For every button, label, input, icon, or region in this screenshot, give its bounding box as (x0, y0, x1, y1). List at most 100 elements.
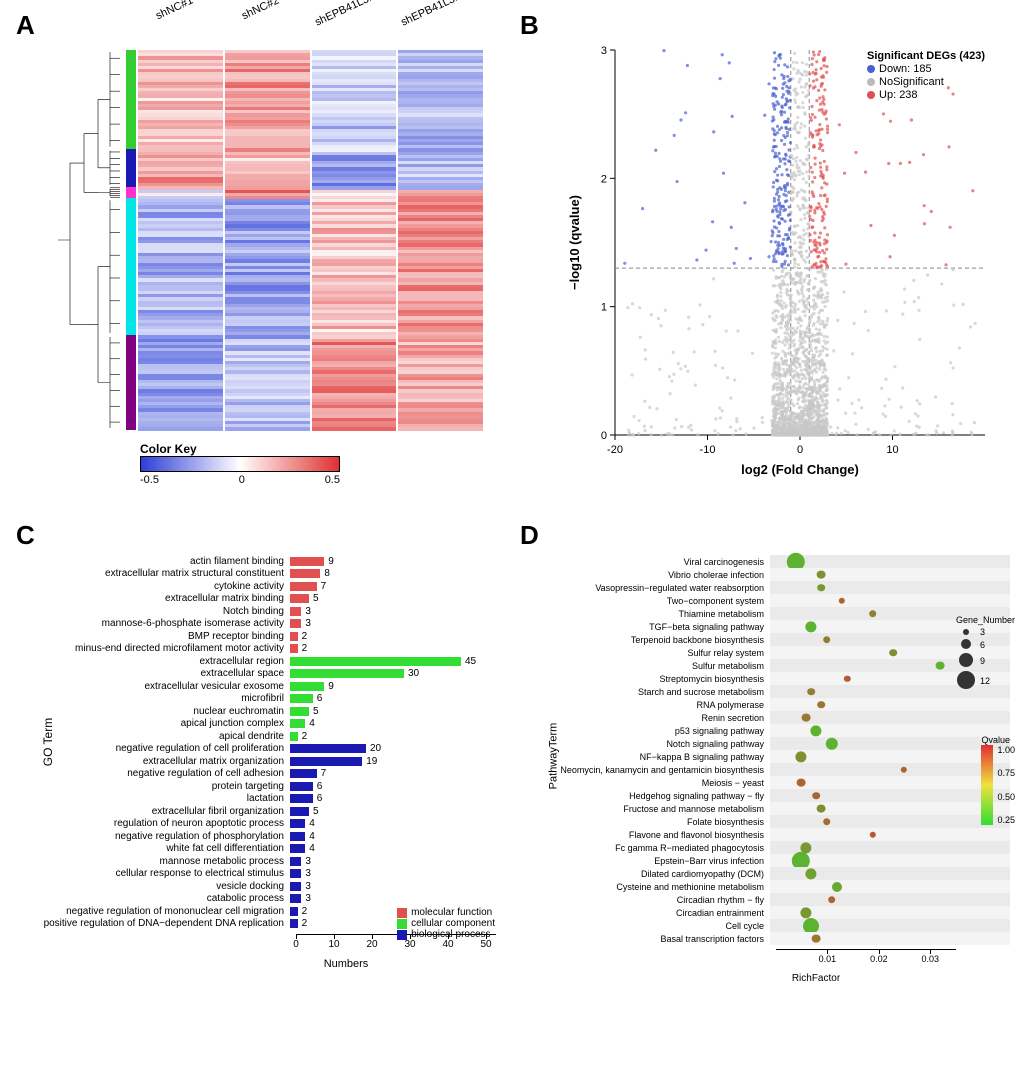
svg-text:1: 1 (601, 302, 607, 314)
figure: A shNC#1shNC#2shEPB41L3#1shEPB41L3#2 Col… (10, 10, 1010, 1060)
label-c: C (16, 520, 35, 551)
go-bar (290, 682, 324, 691)
heatmap-headers: shNC#1shNC#2shEPB41L3#1shEPB41L3#2 (138, 20, 483, 32)
heatmap-col-label: shEPB41L3#1 (305, 0, 388, 32)
go-bar (290, 807, 309, 816)
kegg-track (770, 555, 1010, 568)
go-bar (290, 844, 305, 853)
go-value: 20 (370, 743, 381, 754)
go-value: 2 (302, 731, 308, 742)
go-bar (290, 757, 362, 766)
kegg-row: Two−component system (540, 594, 1010, 607)
label-d: D (520, 520, 539, 551)
go-term-label: Notch binding (30, 606, 290, 617)
go-ylabel: GO Term (41, 718, 55, 766)
go-bar (290, 857, 301, 866)
svg-text:−log10 (qvalue): −log10 (qvalue) (567, 195, 582, 290)
kegg-track (770, 906, 1010, 919)
go-bar (290, 782, 313, 791)
go-term-label: protein targeting (30, 781, 290, 792)
go-value: 9 (328, 681, 334, 692)
go-value: 30 (408, 668, 419, 679)
svg-text:-20: -20 (607, 444, 623, 456)
go-bar (290, 582, 317, 591)
go-term-label: microfibril (30, 693, 290, 704)
go-bar (290, 557, 324, 566)
go-bar (290, 907, 298, 916)
kegg-row: Circadian entrainment (540, 906, 1010, 919)
kegg-term-label: Notch signaling pathway (540, 739, 770, 749)
kegg-row: Renin secretion (540, 711, 1010, 724)
go-value: 7 (321, 581, 327, 592)
go-row: mannose-6-phosphate isomerase activity3 (30, 618, 520, 631)
kegg-track (770, 789, 1010, 802)
kegg-term-label: Cell cycle (540, 921, 770, 931)
kegg-bubble (802, 713, 811, 722)
kegg-row: Cell cycle (540, 919, 1010, 932)
kegg-term-label: Meiosis − yeast (540, 778, 770, 788)
kegg-row: Viral carcinogenesis (540, 555, 1010, 568)
volcano-legend: Significant DEGs (423) Down: 185NoSignif… (867, 50, 985, 102)
go-value: 2 (302, 918, 308, 929)
go-bar (290, 869, 301, 878)
go-bar (290, 632, 298, 641)
go-term-label: extracellular space (30, 668, 290, 679)
kegg-row: RNA polymerase (540, 698, 1010, 711)
kegg-bubble (828, 896, 836, 904)
go-bar (290, 594, 309, 603)
heatmap-col-label: shNC#2 (219, 0, 302, 32)
kegg-bubble (839, 597, 845, 603)
go-row: extracellular fibril organization5 (30, 805, 520, 818)
kegg-row: Fructose and mannose metabolism (540, 802, 1010, 815)
go-value: 19 (366, 756, 377, 767)
kegg-bubble (806, 621, 817, 632)
go-row: negative regulation of phosphorylation4 (30, 830, 520, 843)
kegg-term-label: NF−kappa B signaling pathway (540, 752, 770, 762)
go-row: apical junction complex4 (30, 718, 520, 731)
go-bar (290, 669, 404, 678)
kegg-track (770, 841, 1010, 854)
volcano-legend-item: Up: 238 (867, 89, 985, 101)
svg-text:log2 (Fold Change): log2 (Fold Change) (741, 462, 859, 477)
kegg-track (770, 698, 1010, 711)
kegg-term-label: Cysteine and methionine metabolism (540, 882, 770, 892)
volcano-legend-item: NoSignificant (867, 76, 985, 88)
go-bar (290, 794, 313, 803)
go-term-label: cellular response to electrical stimulus (30, 868, 290, 879)
go-value: 9 (328, 556, 334, 567)
kegg-bubble (823, 636, 831, 644)
kegg-bubble (818, 584, 826, 592)
go-row: vesicle docking3 (30, 880, 520, 893)
kegg-row: Vasopressin−regulated water reabsorption (540, 581, 1010, 594)
kegg-row: Thiamine metabolism (540, 607, 1010, 620)
kegg-bubble (826, 737, 838, 749)
kegg-bubble (832, 882, 842, 892)
kegg-term-label: Thiamine metabolism (540, 609, 770, 619)
kegg-term-label: Starch and sucrose metabolism (540, 687, 770, 697)
size-legend-item: 9 (956, 653, 1015, 669)
go-value: 5 (313, 806, 319, 817)
size-legend-item: 3 (956, 627, 1015, 637)
kegg-bubble (811, 725, 822, 736)
kegg-term-label: Dilated cardiomyopathy (DCM) (540, 869, 770, 879)
go-value: 2 (302, 643, 308, 654)
go-bar (290, 657, 461, 666)
kegg-track (770, 828, 1010, 841)
kegg-row: Neomycin, kanamycin and gentamicin biosy… (540, 763, 1010, 776)
volcano-plot: -20-100100123log2 (Fold Change)−log10 (q… (565, 40, 995, 480)
kegg-bubble (870, 831, 876, 837)
go-term-label: extracellular matrix structural constitu… (30, 568, 290, 579)
go-bar (290, 707, 309, 716)
kegg-track (770, 932, 1010, 945)
panel-a-dendro (50, 50, 120, 430)
go-term-label: extracellular matrix binding (30, 593, 290, 604)
kegg-term-label: Renin secretion (540, 713, 770, 723)
kegg-track (770, 568, 1010, 581)
go-row: protein targeting6 (30, 780, 520, 793)
go-row: actin filament binding9 (30, 555, 520, 568)
go-term-label: negative regulation of cell proliferatio… (30, 743, 290, 754)
kegg-term-label: Circadian entrainment (540, 908, 770, 918)
go-row: negative regulation of cell proliferatio… (30, 743, 520, 756)
kegg-bubble (890, 649, 898, 657)
go-term-label: positive regulation of DNA−dependent DNA… (30, 918, 290, 929)
